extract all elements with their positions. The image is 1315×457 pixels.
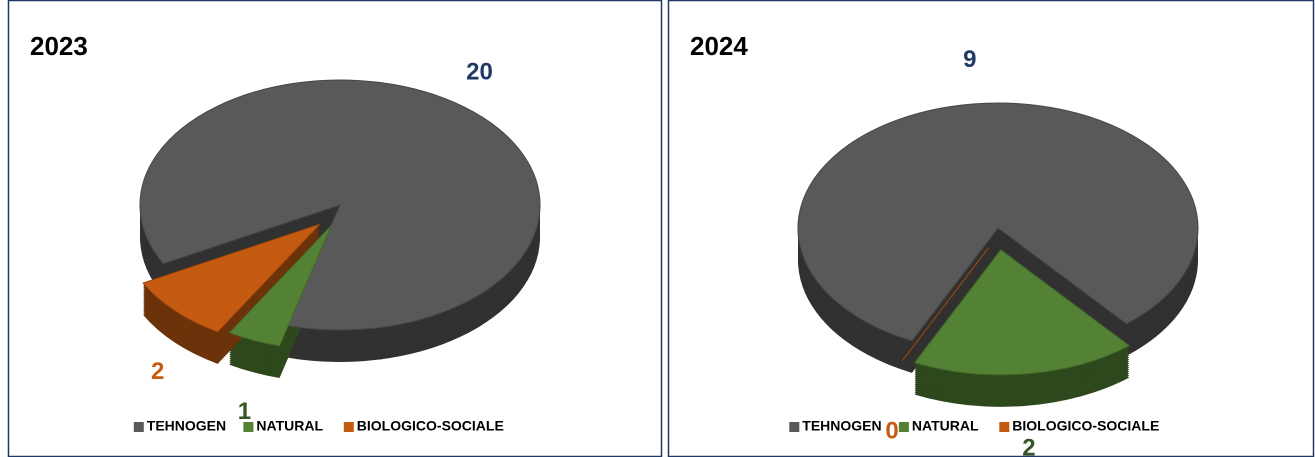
chart-title: 2024 <box>690 31 748 61</box>
slice <box>142 223 321 333</box>
slice <box>913 249 1131 376</box>
legend-label: BIOLOGICO-SOCIALE <box>357 418 504 434</box>
legend-swatch <box>343 422 354 432</box>
legend-label: TEHNOGEN <box>147 418 226 434</box>
slice <box>902 247 989 361</box>
legend-swatch <box>243 422 254 432</box>
value-label: 20 <box>466 58 493 85</box>
value-label: 1 <box>238 398 251 425</box>
legend-swatch <box>898 422 909 432</box>
value-label: 9 <box>963 46 976 73</box>
value-label: 2 <box>1022 435 1035 457</box>
value-label: 2 <box>151 358 164 385</box>
slice <box>139 79 541 331</box>
slice <box>228 224 332 347</box>
slice <box>797 102 1199 342</box>
legend-swatch <box>789 422 800 432</box>
legend-swatch <box>133 422 144 432</box>
chart-title: 2023 <box>30 31 88 61</box>
pie-chart: 2023 20 1 2 TEHNOGEN NATURAL BIOLOGICO-SOCIALE <box>30 31 541 434</box>
legend-swatch <box>999 422 1010 432</box>
legend-label: NATURAL <box>912 418 979 434</box>
legend-label: BIOLOGICO-SOCIALE <box>1012 418 1159 434</box>
legend-label: NATURAL <box>256 418 323 434</box>
legend-label: TEHNOGEN <box>802 418 881 434</box>
value-label: 0 <box>885 418 898 445</box>
